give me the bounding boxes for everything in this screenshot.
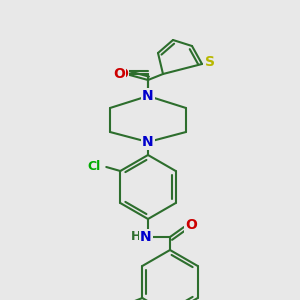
Text: Cl: Cl <box>88 160 101 173</box>
Text: H: H <box>131 230 141 244</box>
Text: S: S <box>205 55 215 69</box>
Text: N: N <box>140 230 152 244</box>
Text: N: N <box>142 135 154 149</box>
Text: O: O <box>185 218 197 232</box>
Text: O: O <box>116 67 128 81</box>
Text: O: O <box>113 67 125 81</box>
Text: N: N <box>142 89 154 103</box>
